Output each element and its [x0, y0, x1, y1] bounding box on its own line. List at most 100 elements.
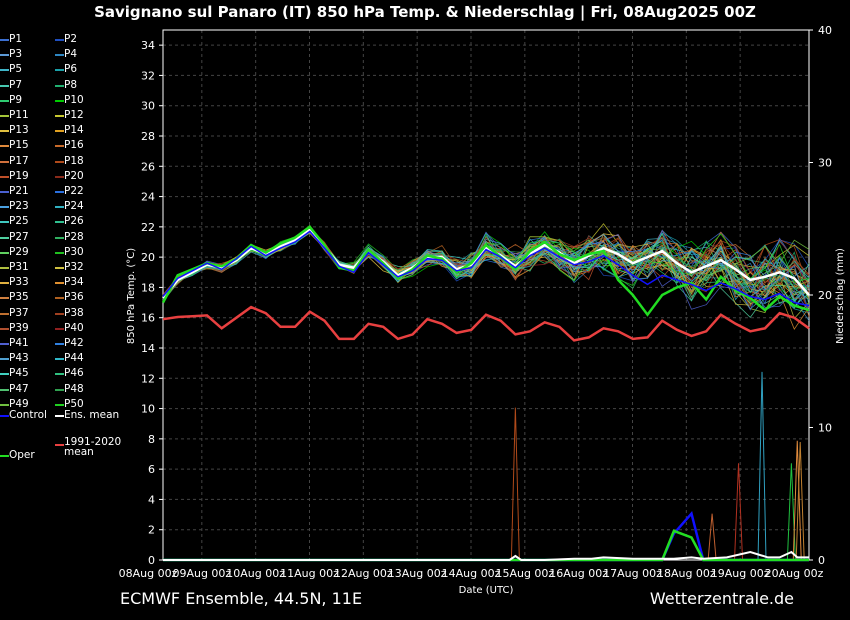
legend-label: P15	[9, 139, 29, 152]
legend-label: P28	[64, 230, 84, 243]
grid	[163, 30, 809, 560]
legend-label: P29	[9, 245, 29, 258]
y-tick-label: 32	[141, 69, 155, 82]
precip-control	[163, 511, 809, 562]
legend-swatch	[55, 39, 64, 41]
x-tick-label: 11Aug 00z	[280, 567, 339, 580]
legend-label: P20	[64, 169, 84, 182]
legend-swatch	[0, 312, 9, 315]
y-axis-label: 850 hPa Temp. (°C)	[126, 248, 137, 344]
legend-label: P10	[64, 93, 84, 106]
x-tick-label: 18Aug 00z	[657, 567, 716, 580]
legend-label: P44	[64, 352, 84, 365]
legend-swatch	[0, 84, 9, 87]
legend-swatch	[55, 373, 64, 376]
legend-label: P8	[64, 78, 78, 91]
legend-label: P23	[9, 200, 29, 213]
series-oper	[161, 225, 810, 317]
legend-label: P9	[9, 93, 23, 106]
legend-label: 1991-2020 mean	[64, 436, 122, 458]
legend-swatch	[0, 403, 9, 406]
legend-swatch	[55, 297, 64, 300]
legend-swatch	[55, 54, 64, 57]
y-tick-label: 26	[141, 160, 155, 173]
y-tick-label: 4	[148, 493, 155, 506]
y-tick-label: 8	[148, 433, 155, 446]
y2-tick-label: 10	[818, 422, 832, 435]
legend-swatch	[0, 358, 9, 361]
legend-swatch	[0, 221, 9, 224]
series-ens-mean	[162, 228, 810, 299]
y-tick-label: 16	[141, 312, 155, 325]
legend-label: P11	[9, 109, 29, 121]
legend-label: P31	[9, 261, 29, 273]
legend-label: P1	[9, 33, 23, 45]
legend-swatch	[0, 69, 9, 72]
legend-label: P45	[9, 367, 29, 380]
legend-label: P27	[9, 230, 29, 243]
legend-swatch	[55, 358, 64, 361]
legend-swatch	[0, 130, 9, 133]
legend-swatch	[55, 69, 64, 72]
legend-label: P48	[64, 382, 84, 395]
legend-label: P39	[9, 321, 29, 334]
legend-label: P46	[64, 367, 84, 380]
chart-title: Savignano sul Panaro (IT) 850 hPa Temp. …	[94, 3, 756, 21]
y-tick-label: 14	[141, 342, 155, 355]
legend-swatch	[55, 282, 64, 285]
legend-label: P38	[64, 306, 84, 319]
legend-label: Oper	[9, 449, 35, 461]
legend-label: P47	[9, 382, 29, 395]
legend-swatch	[55, 236, 64, 239]
y-tick-label: 0	[148, 554, 155, 567]
legend-swatch	[55, 403, 64, 406]
legend-swatch	[55, 221, 64, 224]
legend-swatch	[55, 99, 64, 102]
legend-swatch	[0, 373, 9, 376]
precip-spike	[510, 407, 520, 561]
legend-swatch	[55, 145, 64, 148]
legend-swatch	[55, 415, 64, 417]
legend-label: P24	[64, 200, 84, 213]
legend-swatch	[0, 455, 9, 457]
legend-swatch	[55, 267, 64, 269]
legend-swatch	[0, 297, 9, 300]
legend-label: P36	[64, 291, 84, 304]
legend-label: P37	[9, 306, 29, 319]
legend-swatch	[0, 388, 9, 391]
precip-spike	[792, 440, 802, 561]
legend-label: P35	[9, 291, 29, 304]
legend-swatch	[0, 206, 9, 209]
x-tick-label: 09Aug 00z	[172, 567, 231, 580]
legend-swatch	[0, 236, 9, 239]
y-tick-label: 34	[141, 39, 155, 52]
legend-swatch	[0, 191, 9, 193]
x-tick-label: 17Aug 00z	[603, 567, 662, 580]
legend-label: P18	[64, 154, 84, 167]
legend-swatch	[0, 39, 9, 41]
legend-label: P21	[9, 185, 29, 197]
precip-spike	[707, 513, 717, 561]
legend-swatch	[0, 160, 9, 163]
legend-swatch	[0, 251, 9, 254]
legend-label: P19	[9, 169, 29, 182]
legend-swatch	[55, 115, 64, 117]
legend-label: P33	[9, 276, 29, 289]
legend-label: P3	[9, 48, 23, 61]
y-tick-label: 22	[141, 221, 155, 234]
series-1991-2020-mean	[162, 305, 810, 342]
x-tick-label: 20Aug 00z	[765, 567, 824, 580]
y2-tick-label: 20	[818, 289, 832, 302]
legend-label: P13	[9, 124, 29, 137]
legend-swatch	[0, 115, 9, 117]
legend-label: P4	[64, 48, 78, 61]
legend-label: P22	[64, 185, 84, 197]
legend-swatch	[55, 343, 64, 345]
legend-label: P43	[9, 352, 29, 365]
y-tick-label: 12	[141, 372, 155, 385]
legend-label: P7	[9, 78, 23, 91]
x-axis-label: Date (UTC)	[459, 585, 514, 596]
y-tick-label: 2	[148, 524, 155, 537]
y-tick-label: 18	[141, 281, 155, 294]
